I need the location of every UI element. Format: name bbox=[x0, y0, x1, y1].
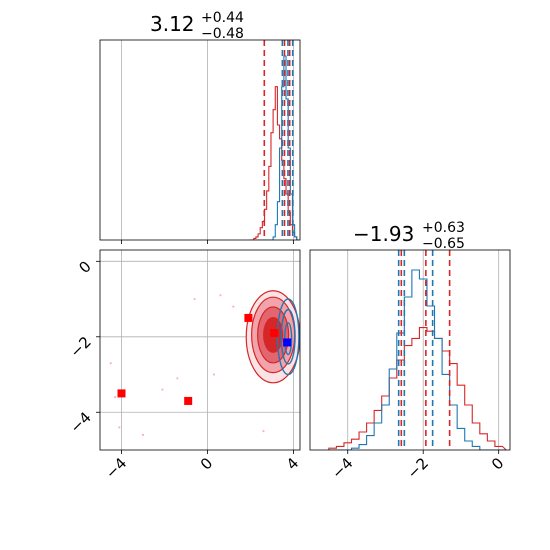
faint-sample-point bbox=[232, 305, 235, 308]
y-tick-label-param-2: −2 bbox=[66, 333, 94, 361]
panel-frame bbox=[99, 39, 301, 241]
histogram-param-2-panel bbox=[309, 249, 511, 454]
faint-sample-point bbox=[118, 426, 121, 429]
title-1-minus: −0.48 bbox=[201, 26, 244, 42]
title-1-median: 3.12 bbox=[150, 12, 195, 36]
marker-red bbox=[270, 329, 279, 338]
marker-red bbox=[184, 396, 193, 405]
scatter-contour-panel bbox=[96, 249, 301, 454]
faint-sample-point bbox=[113, 396, 117, 399]
y-tick-label-param-2: −4 bbox=[66, 408, 94, 436]
marker-red bbox=[117, 389, 126, 398]
histogram-param-1-panel bbox=[99, 39, 301, 244]
faint-sample-point bbox=[109, 362, 112, 365]
y-tick-label-param-2: 0 bbox=[75, 257, 94, 276]
title-param-1: 3.12 +0.44 −0.48 bbox=[150, 10, 244, 42]
hist-blue-param-2 bbox=[328, 269, 507, 450]
faint-sample-point bbox=[212, 373, 216, 376]
faint-sample-point bbox=[193, 297, 196, 301]
x-tick-label-param-1: −4 bbox=[102, 454, 130, 482]
faint-sample-point bbox=[141, 433, 145, 437]
marker-blue bbox=[283, 338, 292, 347]
hist-red-param-1 bbox=[249, 86, 300, 240]
faint-sample-point bbox=[219, 294, 222, 297]
title-2-minus: −0.65 bbox=[422, 236, 465, 252]
marker-red bbox=[244, 313, 253, 322]
x-tick-label-param-2: 0 bbox=[488, 454, 507, 473]
title-1-plus: +0.44 bbox=[201, 10, 244, 26]
panel-frame bbox=[309, 249, 511, 451]
contour-blue bbox=[280, 308, 296, 365]
x-tick-label-param-2: −4 bbox=[328, 454, 356, 482]
title-2-median: −1.93 bbox=[353, 222, 414, 246]
x-tick-label-param-1: 0 bbox=[197, 454, 216, 473]
x-tick-label-param-1: 4 bbox=[283, 454, 302, 473]
panel-frame bbox=[99, 249, 301, 451]
title-2-plus: +0.63 bbox=[422, 220, 465, 236]
hist-red-param-2 bbox=[328, 327, 507, 450]
x-tick-label-param-2: −2 bbox=[404, 454, 432, 482]
faint-sample-point bbox=[161, 388, 164, 391]
faint-sample-point bbox=[262, 430, 265, 433]
title-param-2: −1.93 +0.63 −0.65 bbox=[353, 220, 465, 252]
faint-sample-point bbox=[176, 377, 179, 380]
